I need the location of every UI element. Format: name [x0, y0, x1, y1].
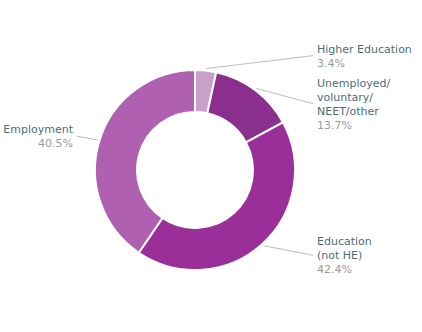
- slices: [95, 70, 295, 270]
- value-label: 42.4%: [317, 263, 352, 276]
- value-label: 40.5%: [38, 137, 73, 150]
- leader-line: [77, 136, 98, 140]
- leader-line: [263, 246, 313, 256]
- value-label: 3.4%: [317, 57, 345, 70]
- labels: Higher Education3.4% Unemployed/voluntary…: [3, 43, 412, 277]
- leader-line: [206, 56, 313, 69]
- chart: Higher Education3.4% Unemployed/voluntary…: [0, 0, 422, 332]
- slice-label: Employment: [3, 123, 73, 136]
- slice-label: Unemployed/voluntary/NEET/other: [317, 77, 391, 118]
- leader-lines: [77, 56, 313, 256]
- slice-label: Higher Education: [317, 43, 412, 56]
- value-label: 13.7%: [317, 119, 352, 132]
- leader-line: [256, 88, 313, 103]
- slice: [139, 122, 295, 270]
- slice-label: Education(not HE): [317, 235, 372, 262]
- slice: [95, 70, 195, 253]
